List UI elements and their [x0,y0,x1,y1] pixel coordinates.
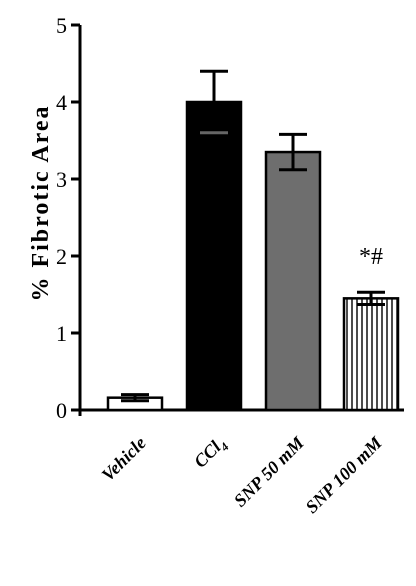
bar [264,150,322,412]
x-tick-label: CCl4 [190,433,232,475]
x-tick-label: SNP 50 mM [230,432,309,511]
y-tick-label: 3 [56,167,67,192]
x-tick-label: SNP 100 mM [301,432,386,517]
y-tick-label: 0 [56,398,67,423]
y-tick-label: 1 [56,321,67,346]
y-tick-label: 5 [56,13,67,38]
y-tick-label: 4 [56,90,67,115]
y-axis-label: % Fibrotic Area [28,104,54,301]
bar [342,297,400,412]
x-tick-label: Vehicle [98,433,150,485]
bar [185,100,243,412]
y-tick-label: 2 [56,244,67,269]
significance-annotation: *# [359,244,383,270]
